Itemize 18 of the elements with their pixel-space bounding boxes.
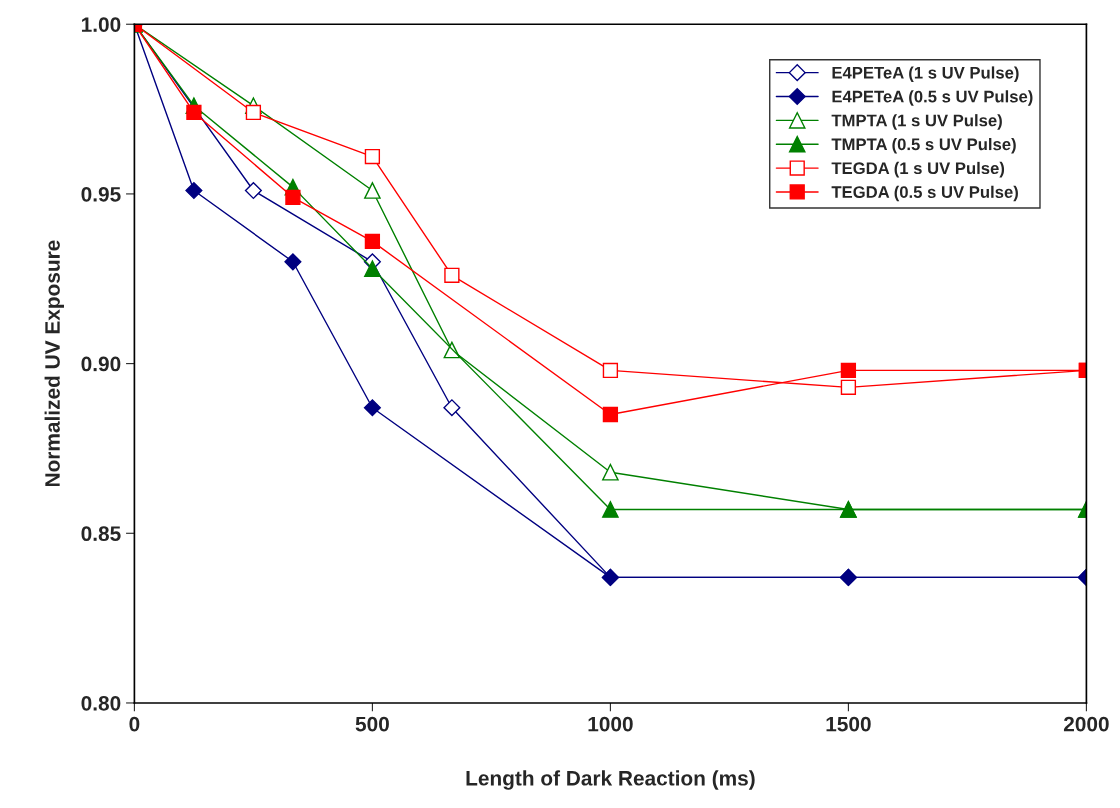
y-tick-label: 1.00 (81, 17, 121, 32)
legend-label: E4PETeA (0.5 s UV Pulse) (832, 90, 1033, 106)
x-axis-title: Length of Dark Reaction (ms) (466, 770, 755, 790)
y-axis-title: Normalized UV Exposure (44, 240, 64, 487)
legend-label: TEGDA (1 s UV Pulse) (831, 161, 1005, 178)
y-tick-label: 0.80 (81, 695, 121, 711)
legend-label: TEGDA (0.5 s UV Pulse) (831, 185, 1018, 202)
x-tick-label: 2000 (1063, 716, 1109, 732)
y-tick-label: 0.85 (81, 526, 121, 542)
legend-label: TMPTA (1 s UV Pulse) (831, 114, 1002, 130)
y-tick-label: 0.95 (81, 186, 121, 202)
x-tick-label: 500 (355, 716, 389, 732)
legend-label: TMPTA (0.5 s UV Pulse) (831, 138, 1016, 154)
legend-label: E4PETeA (1 s UV Pulse) (832, 66, 1019, 82)
y-tick-label: 0.90 (81, 356, 121, 372)
x-tick-label: 0 (129, 716, 140, 732)
x-tick-label: 1000 (588, 716, 633, 732)
x-tick-label: 1500 (826, 716, 871, 732)
